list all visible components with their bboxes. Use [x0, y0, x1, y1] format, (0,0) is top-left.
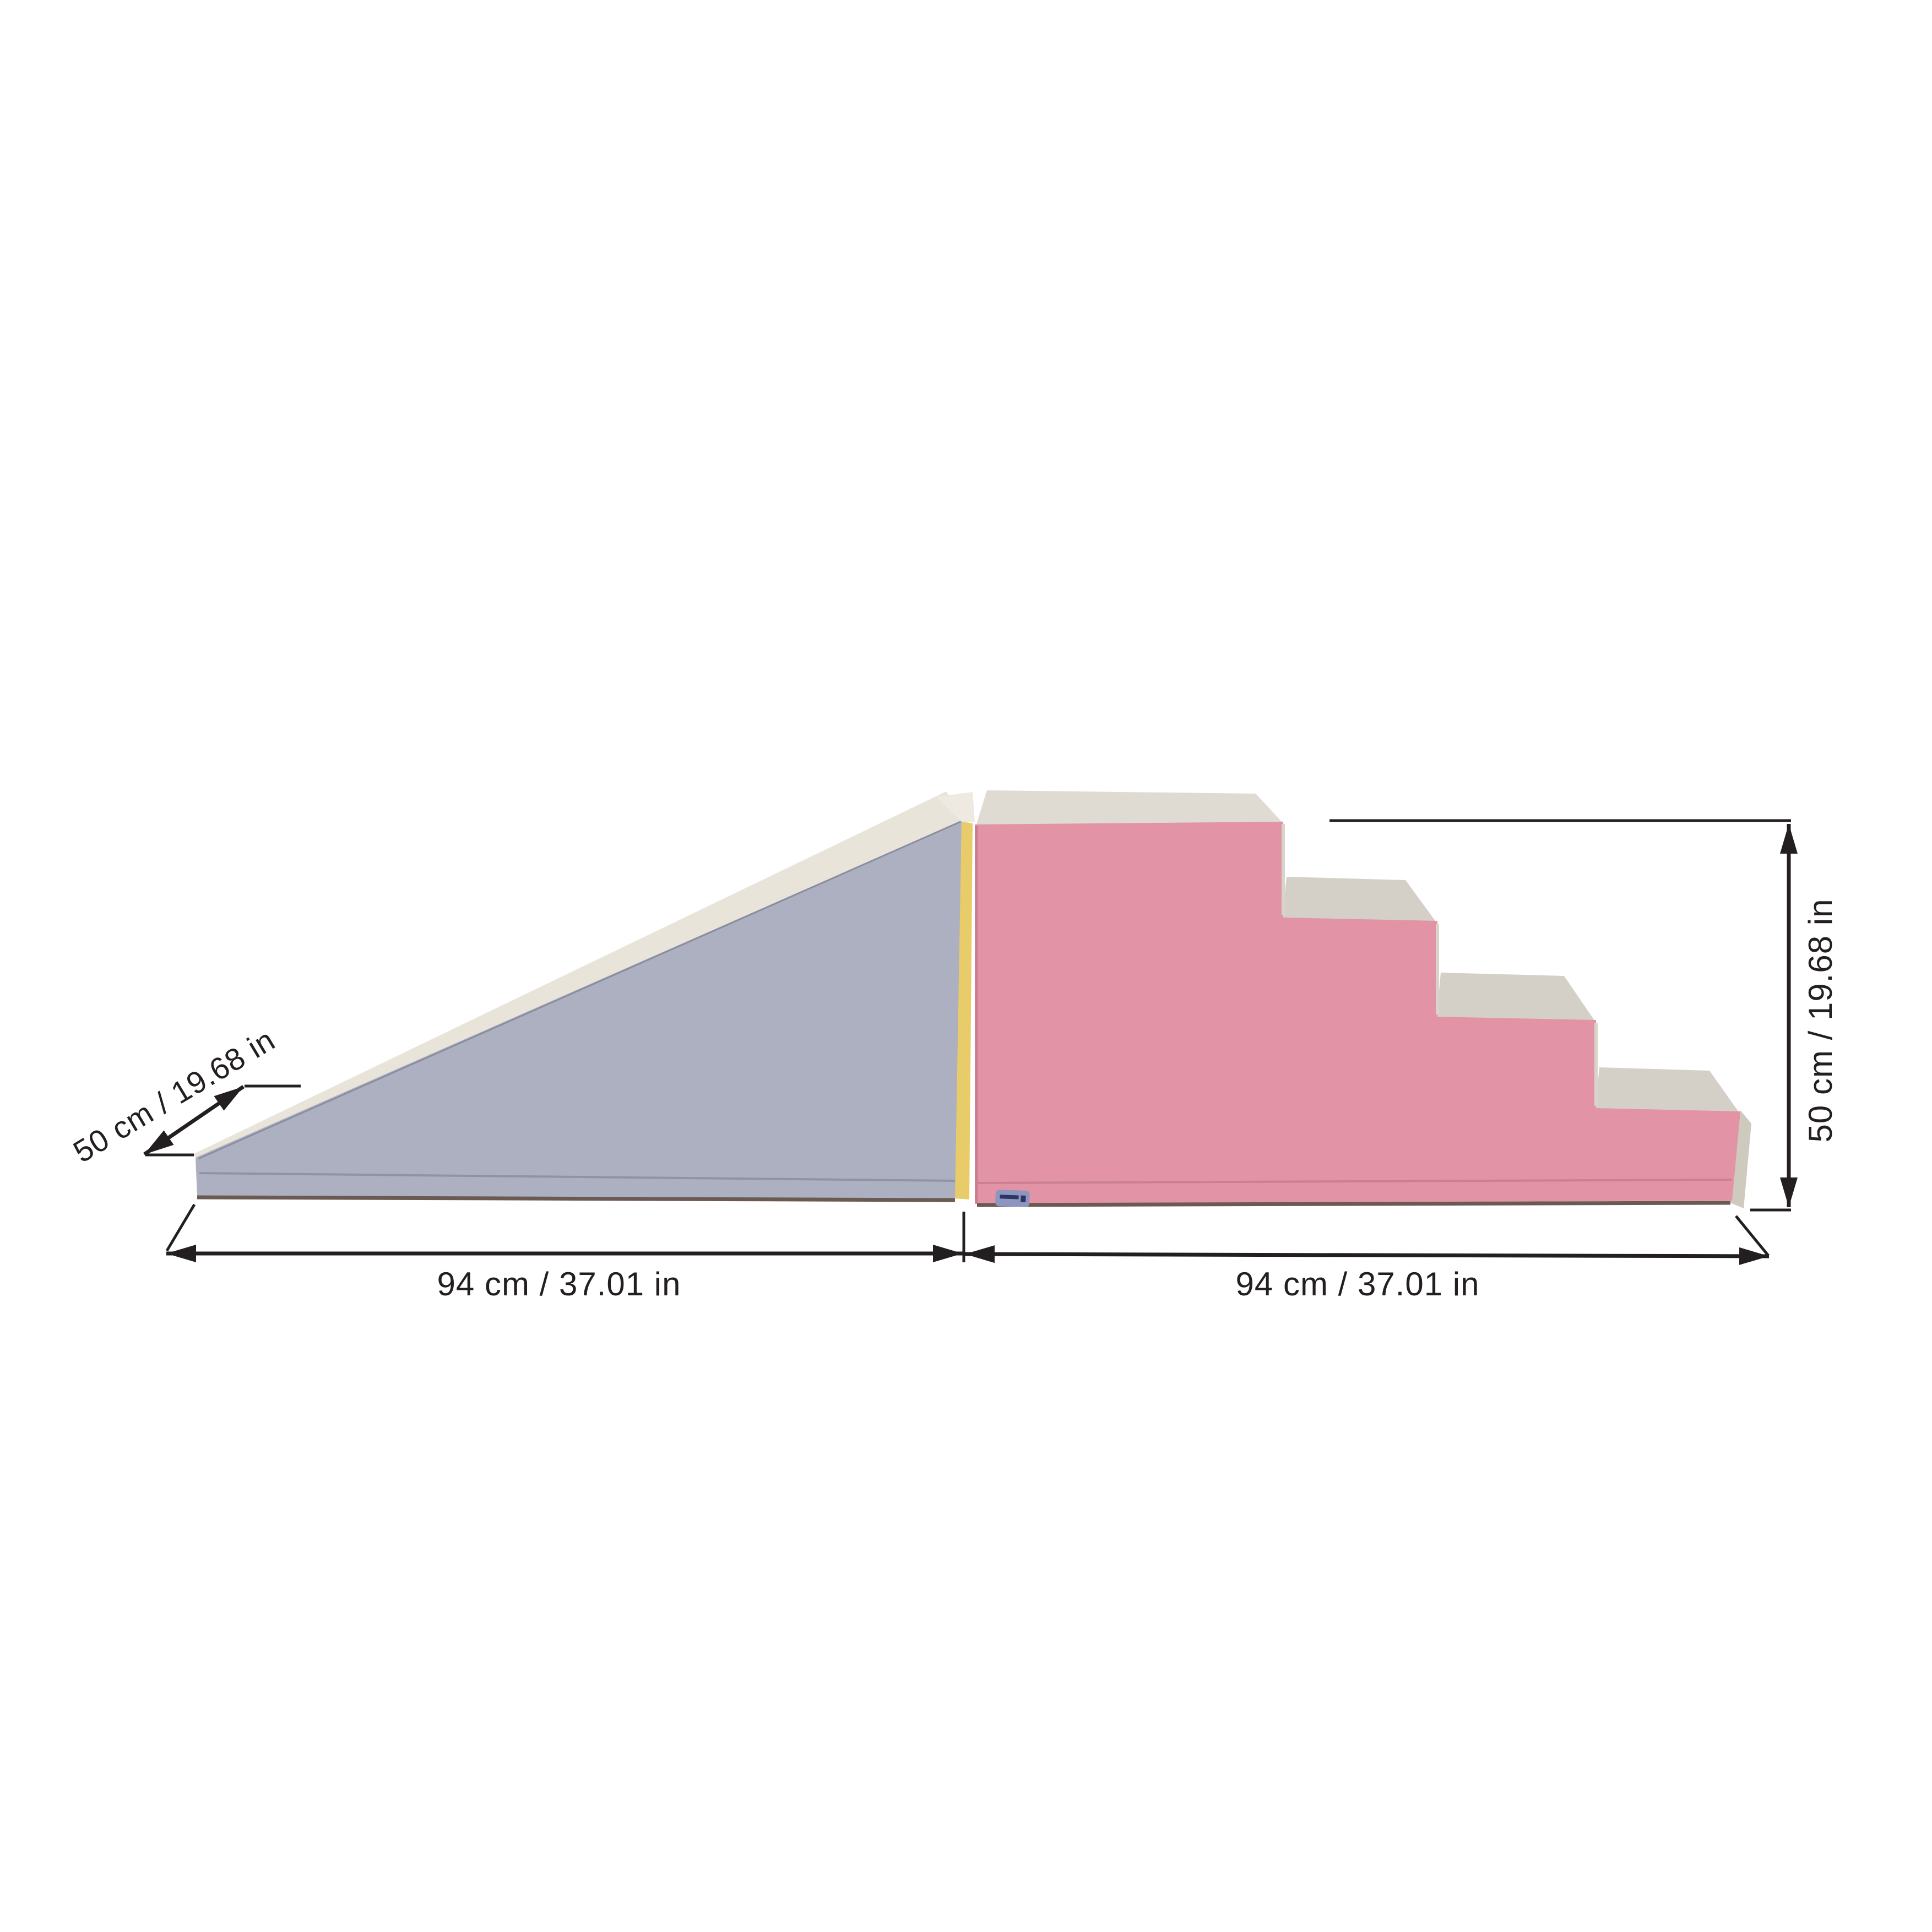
steps-block — [975, 790, 1751, 1208]
slide-base-seam — [199, 1172, 956, 1182]
steps-tread-2 — [1282, 877, 1439, 925]
steps-length-label: 94 cm / 37.01 in — [1236, 1266, 1480, 1303]
slide-length-dimension — [165, 1203, 963, 1262]
slide-wedge — [193, 791, 975, 1202]
slide-hypotenuse-seam — [198, 821, 961, 1160]
slide-peak-top — [936, 792, 975, 823]
slide-length-label: 94 cm / 37.01 in — [437, 1266, 681, 1303]
slide-yellow-edge — [955, 822, 973, 1200]
height-label: 50 cm / 19.68 in — [1802, 899, 1839, 1143]
brand-tag-mark — [1000, 1195, 1019, 1200]
steps-tread-4 — [1595, 1067, 1741, 1116]
slide-length-extension-line — [165, 1203, 196, 1252]
slide-base-shadow — [197, 1195, 956, 1202]
height-dimension — [1329, 819, 1798, 1212]
steps-base-shadow — [976, 1201, 1731, 1207]
slide-depth-dimension — [143, 1084, 301, 1157]
steps-front-face — [975, 822, 1740, 1204]
steps-top-face — [976, 790, 1284, 826]
slide-ramp-surface — [193, 791, 964, 1161]
brand-tag-dot — [1021, 1195, 1026, 1202]
steps-tread-3 — [1436, 973, 1597, 1024]
slide-depth-arrow — [143, 1085, 245, 1156]
steps-length-extension-line — [1735, 1215, 1770, 1257]
steps-length-dimension — [962, 1212, 1770, 1265]
slide-side-face — [196, 821, 962, 1198]
steps-base-seam — [976, 1179, 1732, 1184]
brand-tag — [995, 1190, 1030, 1207]
steps-length-arrow — [964, 1245, 1770, 1265]
steps-base-side — [1730, 1110, 1751, 1208]
